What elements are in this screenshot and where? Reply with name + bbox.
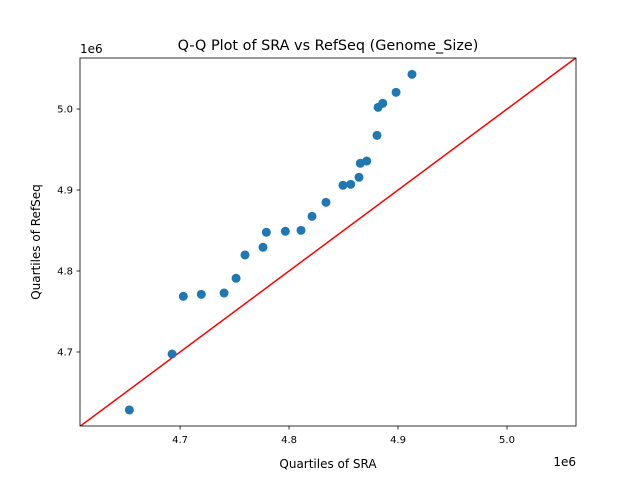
data-point — [346, 179, 356, 189]
y-tick-label: 4.7 — [57, 347, 73, 358]
data-point — [167, 349, 177, 359]
data-point — [391, 87, 401, 97]
y-axis-label: Quartiles of RefSeq — [29, 184, 43, 300]
y-tick-label: 4.9 — [57, 186, 73, 197]
chart-title: Q-Q Plot of SRA vs RefSeq (Genome_Size) — [178, 38, 479, 54]
data-point — [280, 226, 290, 236]
x-tick-label: 5.0 — [499, 435, 515, 446]
data-point — [219, 288, 229, 298]
data-point — [362, 156, 372, 166]
y-tick-label: 4.8 — [57, 266, 73, 277]
x-axis: 4.7 4.8 4.9 5.0 — [172, 426, 515, 446]
plot-area — [80, 58, 576, 426]
data-point — [231, 273, 241, 283]
x-offset-text: 1e6 — [553, 455, 576, 469]
axes-frame — [79, 57, 577, 427]
x-tick-label: 4.7 — [172, 435, 188, 446]
data-point — [258, 242, 268, 252]
data-point — [354, 172, 364, 182]
data-point — [307, 211, 317, 221]
y-tick-label: 5.0 — [57, 105, 73, 116]
data-point — [261, 227, 271, 237]
data-point — [372, 130, 382, 140]
data-point — [178, 291, 188, 301]
data-point — [378, 98, 388, 108]
x-tick-label: 4.8 — [281, 435, 297, 446]
y-axis: 4.7 4.8 4.9 5.0 — [57, 105, 80, 358]
x-axis-label: Quartiles of SRA — [279, 457, 377, 471]
data-point — [296, 225, 306, 235]
data-point — [124, 405, 134, 415]
data-point — [196, 289, 206, 299]
data-point — [407, 69, 417, 79]
data-point — [240, 250, 250, 260]
reference-line — [80, 58, 576, 426]
data-point — [338, 180, 348, 190]
y-offset-text: 1e6 — [80, 42, 103, 56]
data-point — [321, 197, 331, 207]
x-tick-label: 4.9 — [390, 435, 406, 446]
